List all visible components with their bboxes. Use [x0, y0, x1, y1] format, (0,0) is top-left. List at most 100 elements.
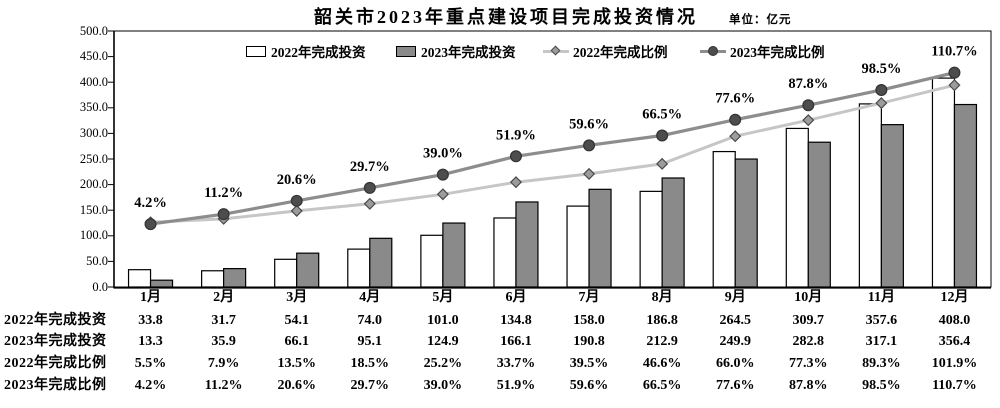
data-label: 98.5%	[861, 61, 901, 77]
table-cell: 190.8	[573, 334, 605, 349]
circle-marker-icon	[948, 66, 961, 79]
month-label: 11月	[867, 290, 895, 305]
bar-2022	[493, 217, 517, 288]
table-row-label: 2023年完成投资	[4, 334, 107, 349]
bar-2022	[420, 234, 444, 288]
bar-2022	[201, 270, 225, 288]
table-cell: 35.9	[211, 334, 236, 349]
diamond-marker-icon	[802, 114, 815, 127]
bar-2023	[296, 252, 320, 288]
y-axis-label: 450.0	[79, 49, 108, 64]
month-label: 5月	[432, 290, 454, 305]
table-cell: 59.6%	[569, 377, 609, 393]
data-label: 77.6%	[715, 91, 755, 107]
data-label: 66.5%	[642, 107, 682, 123]
table-cell: 87.8%	[789, 377, 828, 393]
legend-item-2022-investment: 2022年完成投资	[246, 44, 366, 60]
table-cell: 66.5%	[642, 377, 682, 393]
month-label: 7月	[578, 290, 600, 305]
month-label: 2月	[213, 290, 235, 305]
table-cell: 357.6	[865, 313, 898, 328]
y-axis-label: 200.0	[79, 177, 108, 192]
table-cell: 74.0	[357, 313, 383, 328]
bar-2023	[880, 124, 904, 288]
table-cell: 264.5	[719, 313, 751, 328]
data-label: 87.8%	[788, 76, 828, 92]
table-cell: 25.2%	[423, 355, 463, 371]
month-label: 12月	[940, 290, 969, 305]
data-label: 110.7%	[931, 44, 977, 60]
bar-2023	[807, 141, 831, 288]
line-swatch-2023	[700, 44, 726, 58]
diamond-marker-icon	[729, 130, 742, 143]
circle-marker-icon	[217, 208, 230, 221]
data-label: 11.2%	[204, 185, 243, 201]
table-cell: 356.4	[938, 334, 971, 349]
table-cell: 66.0%	[715, 355, 755, 371]
table-cell: 212.9	[646, 334, 678, 349]
circle-marker-icon	[290, 194, 303, 207]
circle-marker-icon	[875, 84, 888, 97]
diamond-marker-icon	[948, 79, 961, 92]
circle-marker-icon	[708, 46, 718, 56]
table-cell: 29.7%	[350, 377, 390, 393]
y-axis-label: 300.0	[79, 125, 108, 140]
table-cell: 89.3%	[862, 355, 901, 371]
circle-marker-icon	[509, 150, 522, 163]
bar-2022	[712, 150, 736, 288]
table-cell: 95.1	[357, 334, 383, 349]
diamond-marker-icon	[582, 167, 596, 180]
table-cell: 18.5%	[350, 355, 390, 371]
table-cell: 51.9%	[496, 377, 536, 393]
month-label: 10月	[794, 290, 823, 305]
bar-2023	[661, 177, 685, 288]
diamond-marker-icon	[550, 45, 561, 56]
legend-label-2022-investment: 2022年完成投资	[271, 45, 366, 60]
legend-label-2023-investment: 2023年完成投资	[421, 45, 516, 60]
table-cell: 66.1	[284, 334, 309, 349]
table-cell: 309.7	[792, 313, 825, 328]
table-row-label: 2022年完成投资	[4, 313, 107, 328]
legend-label-2022-ratio: 2022年完成比例	[573, 45, 668, 60]
line-swatch-2022	[543, 44, 569, 58]
table-cell: 317.1	[865, 334, 898, 349]
data-label: 29.7%	[350, 159, 390, 175]
line-2023-ratio	[150, 71, 955, 226]
bar-2022	[566, 205, 590, 288]
table-cell: 101.9%	[931, 355, 978, 371]
table-cell: 77.6%	[715, 377, 755, 393]
table-cell: 54.1	[284, 313, 309, 328]
y-axis-label: 350.0	[79, 100, 108, 115]
bar-2023	[953, 103, 978, 288]
y-axis-label: 250.0	[79, 151, 108, 166]
table-cell: 39.0%	[423, 377, 463, 393]
bar-2022	[347, 248, 371, 288]
table-cell: 101.0	[427, 313, 459, 328]
table-cell: 33.8	[138, 313, 163, 328]
table-cell: 5.5%	[134, 355, 167, 371]
table-cell: 98.5%	[862, 377, 901, 393]
circle-marker-icon	[656, 129, 669, 142]
table-cell: 13.5%	[277, 355, 316, 371]
bar-2023	[369, 237, 393, 288]
unit-label: 单位：亿元	[729, 14, 792, 26]
month-label: 3月	[286, 290, 308, 305]
table-row-label: 2022年完成比例	[4, 355, 107, 371]
circle-marker-icon	[144, 218, 157, 231]
table-cell: 408.0	[938, 313, 971, 328]
bar-2023	[515, 201, 539, 288]
y-axis-label: 500.0	[79, 23, 108, 38]
table-cell: 158.0	[573, 313, 605, 328]
data-label: 59.6%	[569, 116, 609, 132]
circle-marker-icon	[363, 181, 376, 194]
circle-marker-icon	[802, 99, 815, 112]
table-cell: 31.7	[211, 313, 236, 328]
bar-2023	[223, 268, 247, 288]
table-cell: 39.5%	[569, 355, 609, 371]
table-cell: 124.9	[427, 334, 459, 349]
table-cell: 134.8	[500, 313, 532, 328]
legend-item-2023-ratio: 2023年完成比例	[700, 44, 825, 60]
diamond-marker-icon	[290, 204, 303, 217]
plot-area	[113, 30, 992, 288]
